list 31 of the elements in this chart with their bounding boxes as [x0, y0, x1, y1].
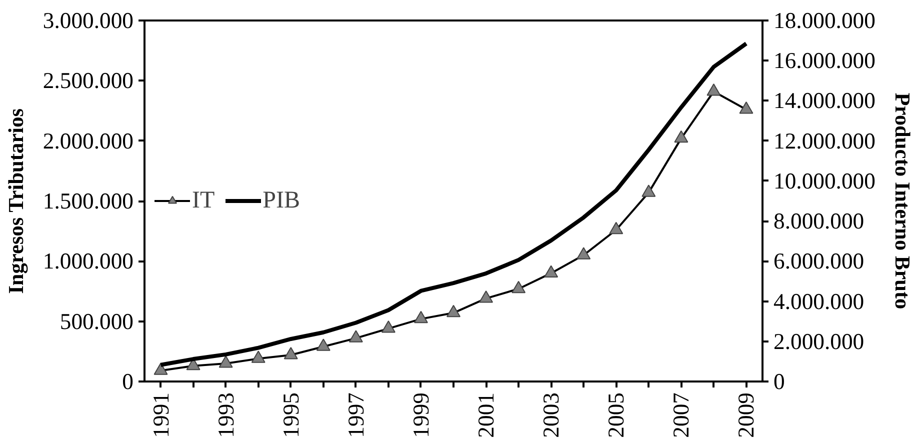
y2-tick-label: 6.000.000: [774, 248, 864, 274]
y2-tick-label: 18.000.000: [774, 8, 876, 33]
y2-tick-label: 0: [774, 369, 785, 394]
y2-tick-label: 10.000.000: [774, 168, 876, 194]
x-tick-label: 1997: [343, 392, 368, 438]
y2-tick-label: 14.000.000: [774, 88, 876, 114]
y-tick-label: 1.000.000: [42, 248, 134, 274]
x-tick-label: 2009: [734, 392, 759, 438]
x-tick-label: 2005: [604, 392, 629, 438]
x-tick-label: 1993: [213, 392, 238, 438]
legend-label: IT: [192, 187, 215, 214]
y2-tick-label: 12.000.000: [774, 128, 876, 154]
x-tick-label: 2003: [538, 392, 564, 438]
x-tick-label: 1991: [148, 392, 174, 438]
legend-label: PIB: [262, 187, 300, 214]
y-tick-label: 500.000: [60, 308, 134, 334]
y-tick-label: 2.500.000: [42, 68, 134, 94]
y-tick-label: 1.500.000: [42, 188, 134, 214]
y-tick-label: 2.000.000: [42, 128, 134, 154]
y2-tick-label: 2.000.000: [774, 328, 864, 354]
y2-tick-label: 8.000.000: [774, 208, 864, 234]
y2-tick-label: 4.000.000: [774, 288, 864, 314]
x-tick-label: 1995: [278, 392, 304, 438]
y-tick-label: 0: [122, 369, 134, 394]
y2-axis-title: Producto Interno Bruto: [890, 92, 914, 310]
x-tick-label: 2007: [668, 392, 694, 438]
y-axis-title: Ingresos Tributarios: [4, 108, 28, 294]
y-tick-label: 3.000.000: [42, 8, 134, 33]
x-tick-label: 2001: [474, 392, 499, 438]
y2-tick-label: 16.000.000: [774, 48, 876, 74]
x-tick-label: 1999: [408, 392, 434, 438]
